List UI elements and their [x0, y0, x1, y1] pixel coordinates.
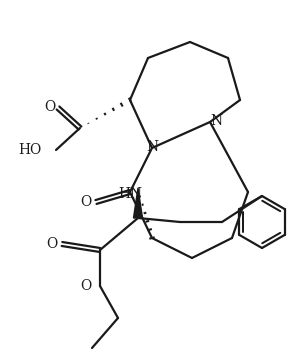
Text: O: O: [80, 195, 92, 209]
Text: N: N: [210, 114, 222, 128]
Text: O: O: [80, 279, 92, 293]
Text: HN: HN: [118, 187, 142, 201]
Text: O: O: [46, 237, 57, 251]
Text: O: O: [44, 100, 56, 114]
Text: N: N: [146, 140, 158, 154]
Text: HO: HO: [19, 143, 42, 157]
Polygon shape: [134, 188, 142, 218]
